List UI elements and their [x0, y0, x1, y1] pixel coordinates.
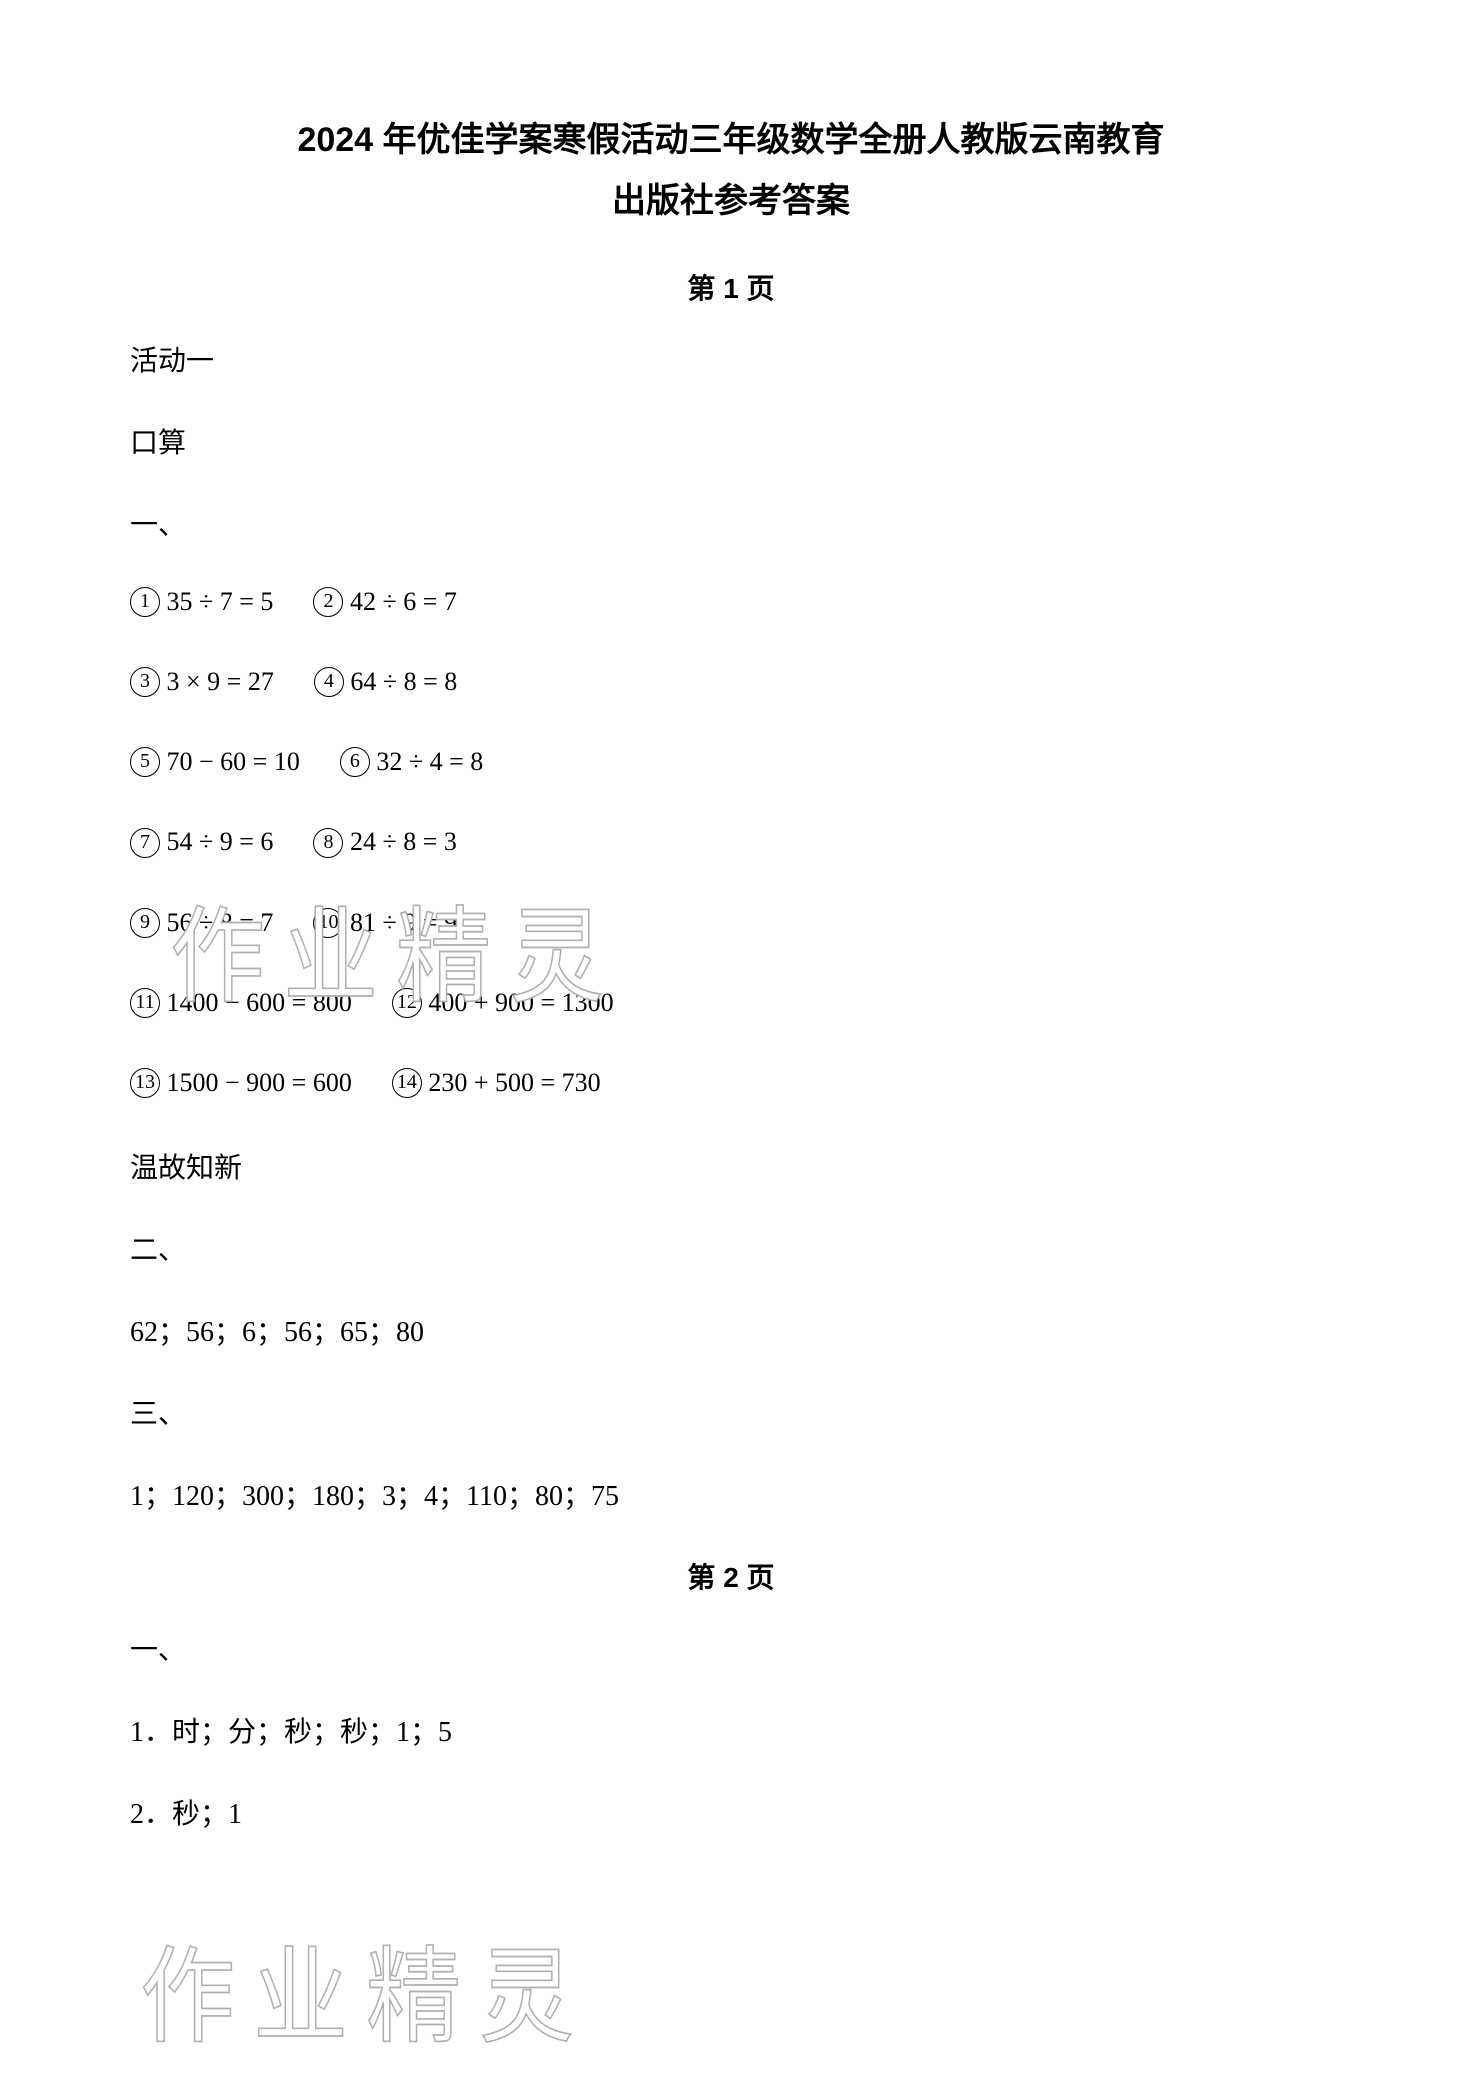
circled-number: 10 [313, 908, 343, 938]
math-expression: 400 + 900 = 1300 [422, 988, 614, 1017]
circled-number: 5 [130, 747, 160, 777]
activity-label: 活动一 [130, 339, 1332, 379]
math-expression: 32 ÷ 4 = 8 [370, 747, 483, 776]
circled-number: 6 [340, 747, 370, 777]
circled-number: 4 [314, 667, 344, 697]
math-row: 1 35 ÷ 7 = 5 2 42 ÷ 6 = 7 [130, 585, 1332, 617]
math-expression: 64 ÷ 8 = 8 [344, 667, 457, 696]
math-row: 13 1500 − 900 = 600 14 230 + 500 = 730 [130, 1066, 1332, 1098]
page2-section-one-label: 一、 [130, 1628, 1332, 1668]
math-expression: 56 ÷ 8 = 7 [160, 908, 273, 937]
math-expression: 81 ÷ 9 = 9 [343, 908, 456, 937]
page-2-header: 第 2 页 [130, 1556, 1332, 1596]
math-row: 5 70 − 60 = 10 6 32 ÷ 4 = 8 [130, 745, 1332, 777]
section-two-label: 二、 [130, 1228, 1332, 1268]
page2-item2: 2．秒；1 [130, 1792, 1332, 1832]
circled-number: 13 [130, 1068, 160, 1098]
math-expression: 24 ÷ 8 = 3 [343, 828, 456, 857]
kousuan-label: 口算 [130, 421, 1332, 461]
math-expression: 42 ÷ 6 = 7 [343, 587, 456, 616]
circled-number: 9 [130, 908, 160, 938]
section-three-label: 三、 [130, 1392, 1332, 1432]
math-row: 9 56 ÷ 8 = 7 10 81 ÷ 9 = 9 [130, 906, 1332, 938]
watermark-text: 作业精灵 [140, 1913, 592, 2064]
page2-item1: 1．时；分；秒；秒；1；5 [130, 1710, 1332, 1750]
math-row: 7 54 ÷ 9 = 6 8 24 ÷ 8 = 3 [130, 825, 1332, 857]
section-two-content: 62；56；6；56；65；80 [130, 1310, 1332, 1350]
circled-number: 7 [130, 828, 160, 858]
wenguzhixin-label: 温故知新 [130, 1146, 1332, 1186]
circled-number: 14 [392, 1068, 422, 1098]
section-three-content: 1；120；300；180；3；4；110；80；75 [130, 1474, 1332, 1514]
section-one-label: 一、 [130, 503, 1332, 543]
math-expression: 54 ÷ 9 = 6 [160, 828, 273, 857]
math-expression: 35 ÷ 7 = 5 [160, 587, 273, 616]
page-1-header: 第 1 页 [130, 267, 1332, 307]
math-expression: 3 × 9 = 27 [160, 667, 274, 696]
math-expression: 230 + 500 = 730 [422, 1068, 601, 1097]
circled-number: 11 [130, 988, 160, 1018]
math-expression: 1400 − 600 = 800 [160, 988, 352, 1017]
math-row: 11 1400 − 600 = 800 12 400 + 900 = 1300 [130, 986, 1332, 1018]
circled-number: 1 [130, 587, 160, 617]
math-expression: 1500 − 900 = 600 [160, 1068, 352, 1097]
math-expression: 70 − 60 = 10 [160, 747, 300, 776]
circled-number: 3 [130, 667, 160, 697]
document-title-line1: 2024 年优佳学案寒假活动三年级数学全册人教版云南教育 [130, 110, 1332, 171]
document-title-line2: 出版社参考答案 [130, 171, 1332, 232]
math-row: 3 3 × 9 = 27 4 64 ÷ 8 = 8 [130, 665, 1332, 697]
circled-number: 2 [313, 587, 343, 617]
circled-number: 8 [313, 828, 343, 858]
circled-number: 12 [392, 988, 422, 1018]
